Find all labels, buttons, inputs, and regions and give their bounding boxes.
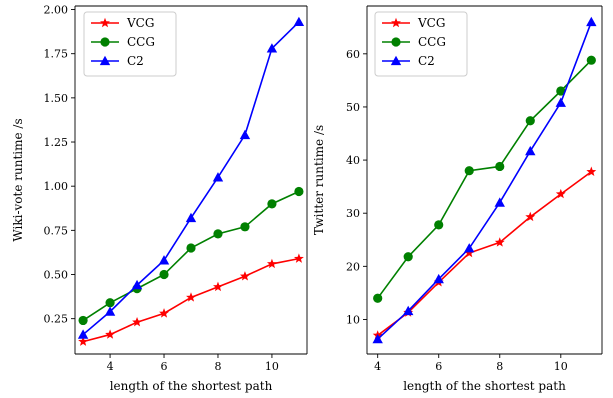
data-point-vcg [293, 253, 304, 263]
y-tick-label: 1.25 [44, 136, 69, 149]
chart-1: 4 6 8 10 0.25 0.50 0.75 1.00 1.25 1.50 1.75 2.00 len… [11, 4, 308, 393]
x-tick-label: 6 [435, 360, 442, 373]
legend-label-vcg: VCG [126, 16, 154, 30]
data-point-ccg [403, 252, 413, 262]
legend-marker-ccg [100, 37, 110, 47]
data-point-ccg [186, 243, 196, 253]
series-c2 [372, 16, 597, 344]
data-point-vcg [494, 237, 505, 247]
legend-label-ccg: CCG [418, 35, 446, 49]
y-tick-label: 40 [346, 154, 360, 167]
legend-marker-c2 [390, 55, 402, 66]
data-point-vcg [78, 336, 89, 346]
data-point-vcg [213, 281, 223, 292]
data-point-ccg [213, 229, 223, 239]
x-tick-label: 6 [161, 360, 168, 373]
y-tick-label: 20 [346, 260, 360, 273]
data-point-c2 [372, 333, 383, 344]
x-tick-label: 8 [496, 360, 503, 373]
y-tick-label: 1.50 [44, 92, 69, 105]
data-point-ccg [495, 161, 505, 172]
y-tick-label: 1.00 [44, 180, 69, 193]
x-tick-label: 10 [265, 360, 279, 373]
data-point-ccg [78, 315, 88, 326]
data-point-ccg [294, 186, 304, 197]
data-point-c2 [403, 305, 414, 316]
legend-label-ccg: CCG [127, 35, 155, 49]
data-point-c2 [158, 255, 170, 265]
y-tick-label: 0.75 [44, 224, 69, 237]
data-point-ccg [159, 269, 169, 280]
data-point-c2 [525, 145, 536, 156]
x-tick-label: 4 [374, 360, 381, 373]
legend-marker-ccg [391, 37, 401, 47]
data-point-ccg [434, 220, 444, 230]
data-point-ccg [464, 166, 474, 176]
y-tick-label: 1.75 [44, 48, 69, 61]
y-tick-label: 50 [346, 101, 360, 114]
data-point-ccg [105, 298, 115, 308]
data-point-c2 [185, 212, 197, 223]
y-tick-label: 0.50 [44, 269, 69, 282]
series-c2 [77, 16, 305, 339]
y-tick-label: 2.00 [44, 4, 69, 17]
data-point-ccg [525, 116, 535, 126]
y-axis-label: Wiki-vote runtime /s [11, 118, 25, 241]
series-ccg [78, 186, 304, 326]
y-tick-label: 10 [346, 313, 360, 326]
x-tick-label: 4 [107, 360, 114, 373]
data-point-vcg [555, 188, 566, 199]
data-point-c2 [266, 43, 278, 53]
series-line-vcg [377, 171, 592, 337]
x-axis-label: length of the shortest path [403, 379, 566, 393]
data-point-vcg [186, 292, 196, 302]
legend-marker-vcg [391, 17, 401, 28]
x-axis-label: length of the shortest path [110, 379, 273, 393]
data-point-vcg [266, 258, 277, 269]
data-point-vcg [132, 317, 142, 327]
legend-label-c2: C2 [418, 54, 435, 68]
data-point-c2 [293, 16, 305, 27]
legend-marker-c2 [99, 55, 111, 66]
data-point-ccg [267, 199, 277, 209]
y-axis-label: Twitter runtime /s [312, 125, 326, 235]
data-point-c2 [464, 243, 475, 253]
series-line-c2 [377, 21, 593, 340]
data-point-ccg [556, 86, 566, 96]
data-point-vcg [240, 271, 250, 281]
series-line-ccg [377, 59, 592, 299]
series-line-ccg [82, 190, 300, 322]
data-point-vcg [586, 166, 597, 176]
data-point-c2 [77, 329, 89, 339]
legend-label-c2: C2 [127, 54, 144, 68]
data-point-vcg [464, 247, 475, 258]
legend: VCG CCG C2 [374, 11, 468, 77]
legend-marker-vcg [100, 17, 110, 28]
y-tick-label: 0.25 [44, 313, 69, 326]
series-ccg [373, 55, 596, 303]
series-vcg [78, 253, 304, 346]
data-point-c2 [212, 172, 224, 182]
chart-2: 4 6 8 10 10 20 30 40 50 60 length of the shortest … [312, 5, 603, 393]
data-point-c2 [494, 197, 505, 207]
data-point-c2 [131, 279, 143, 290]
data-point-c2 [586, 16, 597, 27]
data-point-ccg [586, 55, 596, 65]
x-tick-label: 8 [214, 360, 221, 373]
y-tick-label: 60 [346, 48, 360, 61]
data-point-ccg [240, 222, 250, 232]
legend-label-vcg: VCG [417, 16, 445, 30]
data-point-vcg [525, 211, 536, 222]
data-point-c2 [104, 306, 116, 316]
data-point-c2 [433, 273, 444, 284]
data-point-vcg [159, 308, 169, 318]
data-point-c2 [239, 129, 251, 140]
data-point-vcg [105, 329, 116, 339]
y-tick-label: 30 [346, 207, 360, 220]
data-point-ccg [373, 293, 383, 303]
legend: VCG CCG C2 [83, 11, 177, 77]
x-tick-label: 10 [554, 360, 568, 373]
data-point-c2 [555, 97, 566, 107]
